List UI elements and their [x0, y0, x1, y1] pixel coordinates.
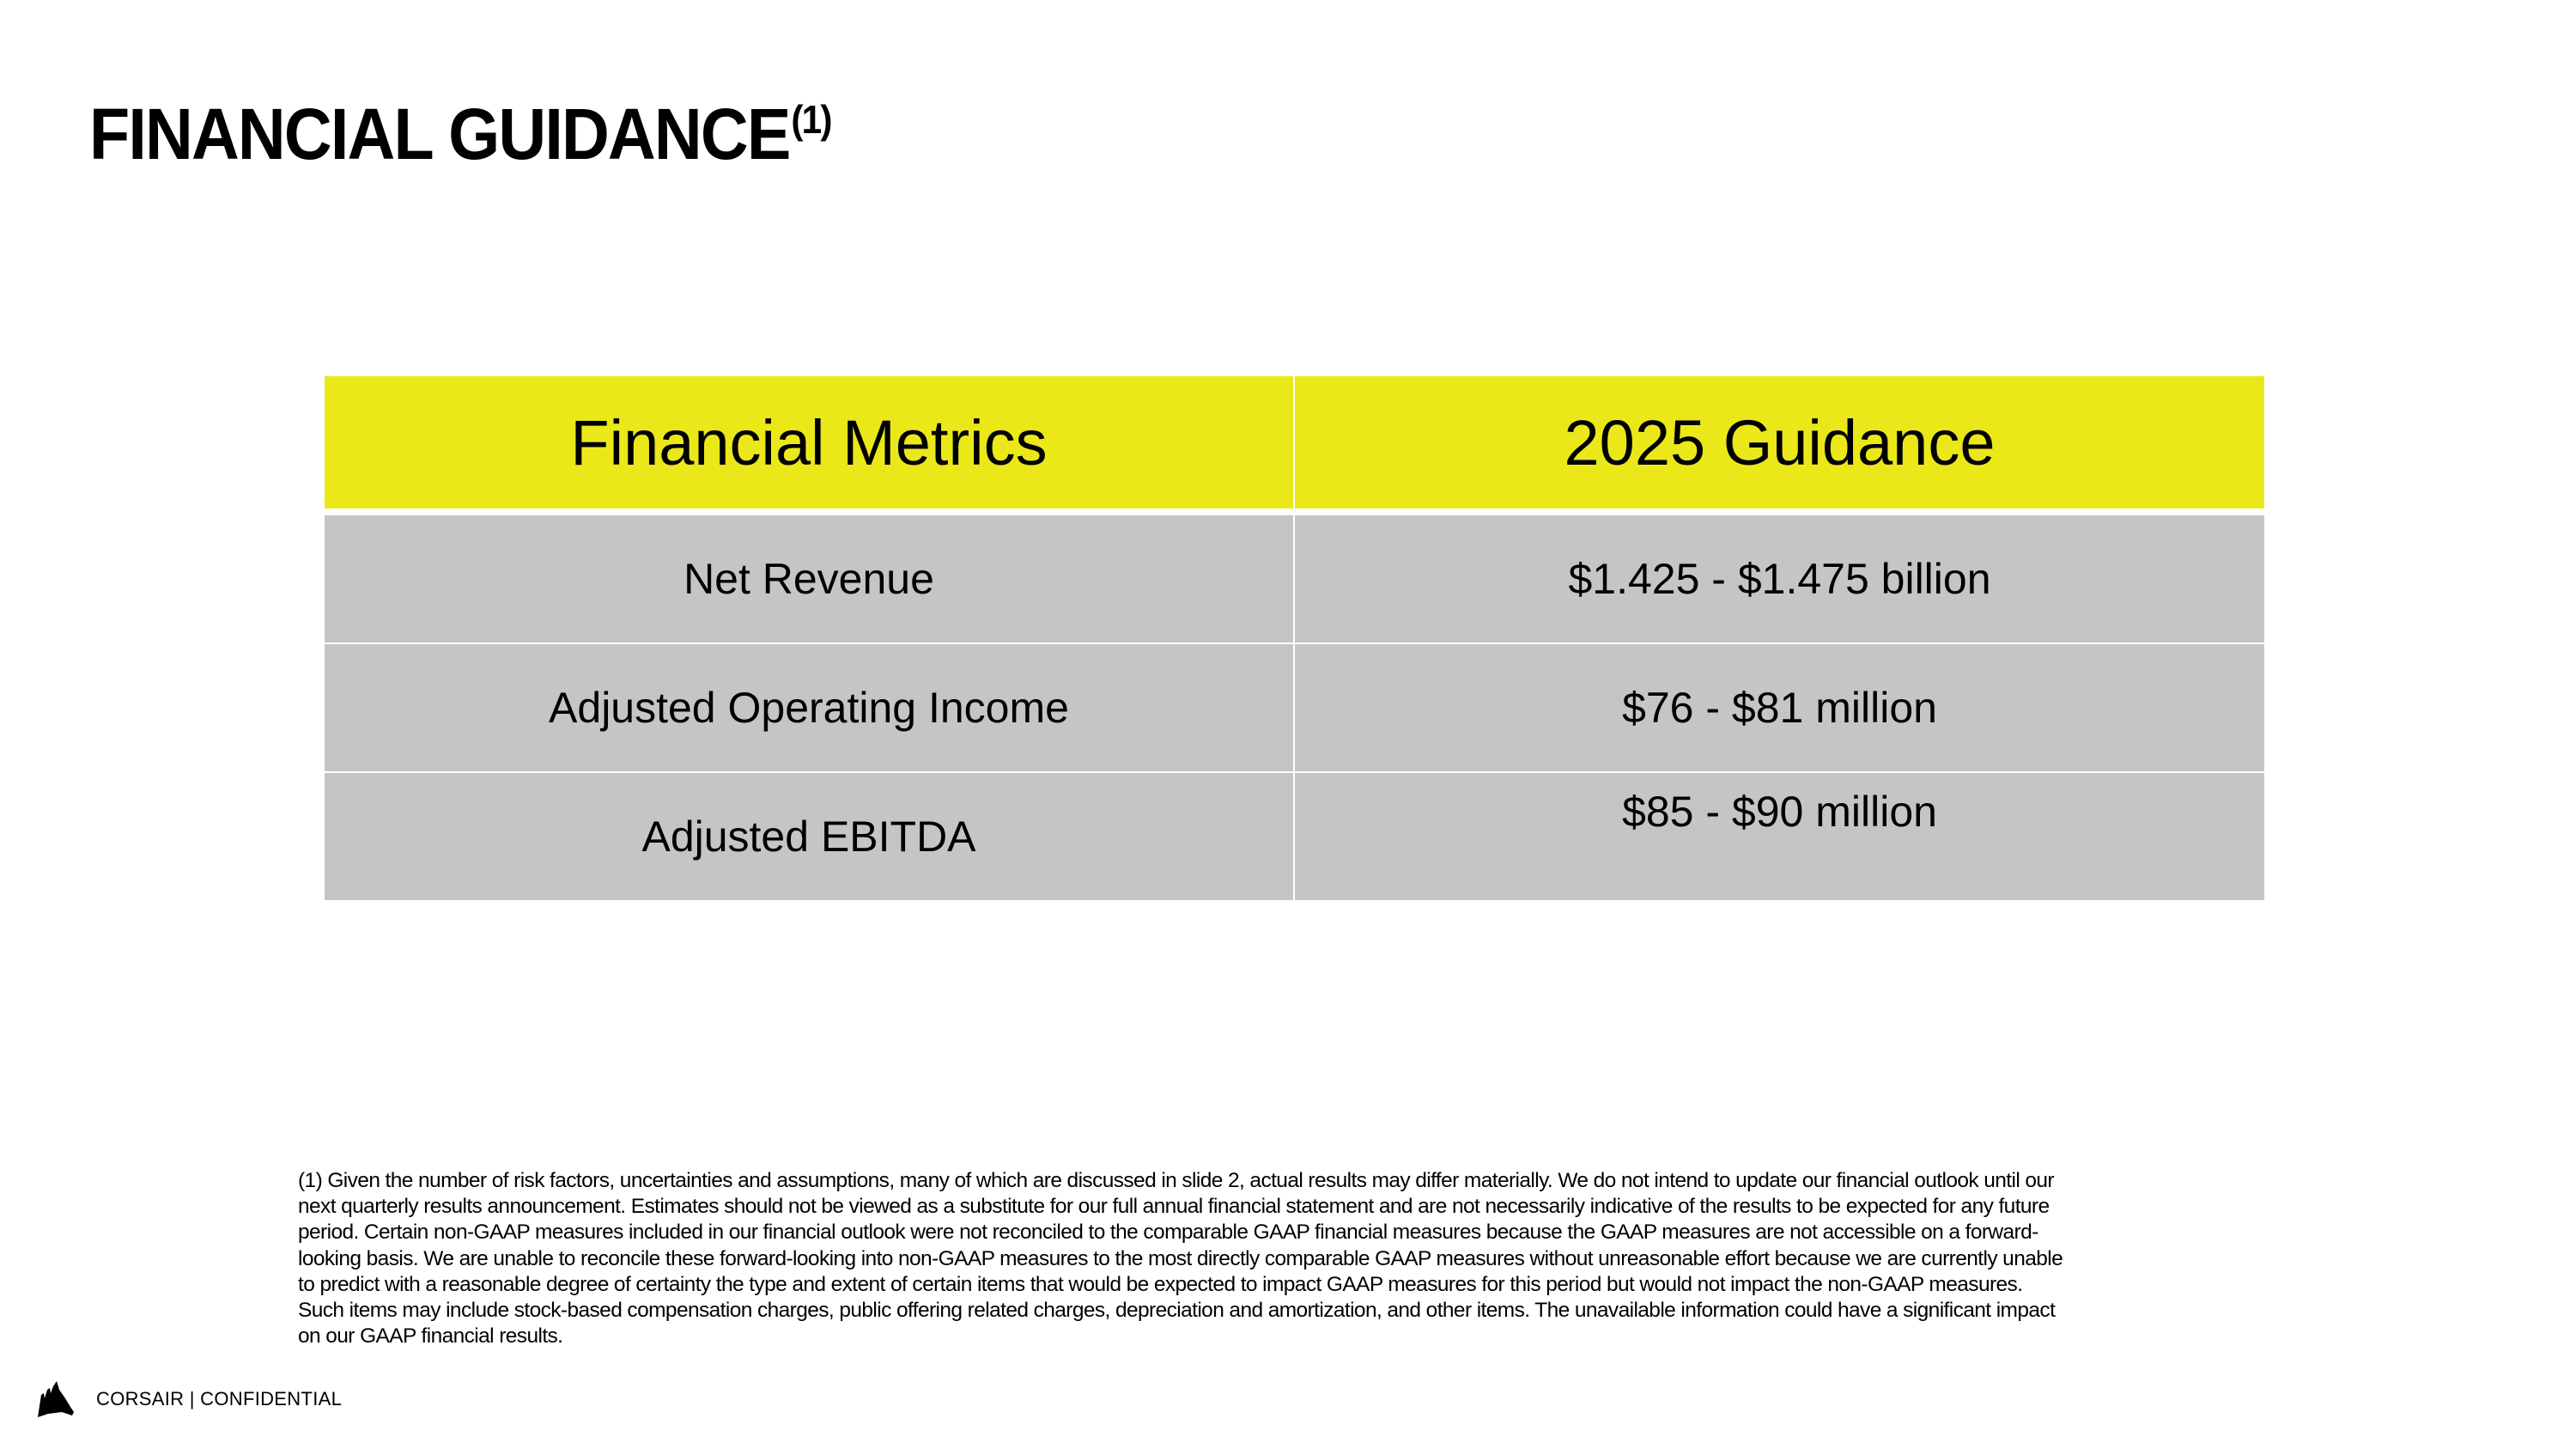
guidance-cell: $1.425 - $1.475 billion	[1295, 515, 2264, 642]
metric-cell: Adjusted Operating Income	[325, 644, 1293, 771]
corsair-logo-icon	[38, 1381, 74, 1417]
metric-cell: Adjusted EBITDA	[325, 773, 1293, 900]
title-text: FINANCIAL GUIDANCE	[89, 94, 791, 174]
footnote-line: on our GAAP financial results.	[298, 1324, 563, 1349]
footnote: (1) Given the number of risk factors, un…	[298, 1168, 2063, 1349]
footer: CORSAIR | CONFIDENTIAL	[36, 1379, 342, 1419]
page-title: FINANCIAL GUIDANCE(1)	[89, 93, 832, 176]
header-2025-guidance: 2025 Guidance	[1295, 376, 2264, 508]
title-footnote-ref: (1)	[791, 97, 832, 142]
table-row: Adjusted Operating Income $76 - $81 mill…	[325, 644, 2264, 771]
header-financial-metrics: Financial Metrics	[325, 376, 1293, 508]
footnote-line: next quarterly results announcement. Est…	[298, 1195, 2050, 1219]
footnote-line: to predict with a reasonable degree of c…	[298, 1272, 2023, 1296]
footnote-line: Such items may include stock-based compe…	[298, 1299, 2056, 1323]
guidance-cell: $85 - $90 million	[1295, 773, 2264, 900]
table-row: Net Revenue $1.425 - $1.475 billion	[325, 515, 2264, 642]
footnote-line: looking basis. We are unable to reconcil…	[298, 1246, 2063, 1270]
table-header-row: Financial Metrics 2025 Guidance	[325, 376, 2264, 508]
footer-text: CORSAIR | CONFIDENTIAL	[96, 1388, 343, 1409]
footnote-line: (1) Given the number of risk factors, un…	[298, 1169, 2055, 1192]
table-row: Adjusted EBITDA $85 - $90 million	[325, 773, 2264, 900]
footnote-line: period. Certain non-GAAP measures includ…	[298, 1221, 2038, 1245]
metric-cell: Net Revenue	[325, 515, 1293, 642]
guidance-cell: $76 - $81 million	[1295, 644, 2264, 771]
guidance-table: Financial Metrics 2025 Guidance Net Reve…	[325, 376, 2264, 902]
